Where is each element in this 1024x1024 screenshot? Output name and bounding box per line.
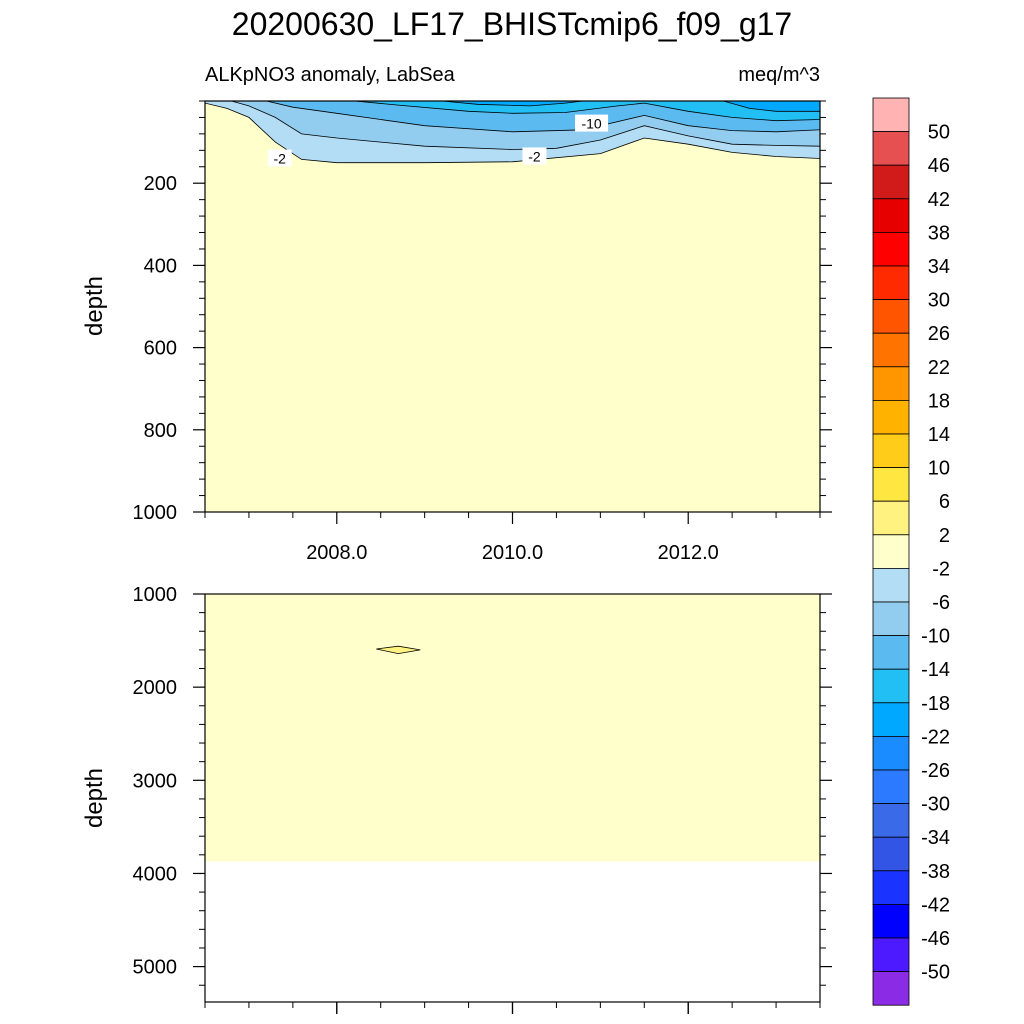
colorbar-swatch [872, 971, 910, 1006]
colorbar-label: 46 [928, 155, 950, 177]
colorbar-label: 26 [928, 323, 950, 345]
colorbar-label: -46 [921, 928, 950, 950]
colorbar-swatch [872, 97, 910, 132]
contour-label: -10 [581, 116, 601, 132]
colorbar-swatch [872, 702, 910, 737]
plot-background-fill [205, 101, 820, 512]
colorbar-legend: 50 46 42 38 34 30 26 22 18 14 10 6 2 -2 -6 -10 -14 -18 -22… [872, 97, 950, 1006]
colorbar-swatch [872, 467, 910, 502]
colorbar-swatch [872, 299, 910, 334]
colorbar-label: 2 [939, 525, 950, 547]
colorbar-label: 22 [928, 357, 950, 379]
contour-label-box [522, 147, 547, 165]
colorbar-label: -50 [921, 962, 950, 984]
colorbar-swatch [872, 534, 910, 569]
upper-depth-time-panel: ALKpNO3 anomaly, LabSea meq/m^3 -10 -2 -2 2… [81, 64, 832, 564]
colorbar-swatch [872, 736, 910, 771]
colorbar-label: -42 [921, 894, 950, 916]
upper-panel-subtitle-left: ALKpNO3 anomaly, LabSea [205, 64, 456, 86]
colorbar-label: -6 [932, 592, 950, 614]
y-tick-label: 5000 [133, 957, 178, 979]
colorbar-label: -2 [932, 558, 950, 580]
plot-background-fill [205, 594, 820, 862]
colorbar-swatch [872, 399, 910, 435]
colorbar-swatch [872, 904, 910, 939]
colorbar-swatch [872, 635, 910, 670]
colorbar-swatch [872, 836, 910, 872]
y-tick-label: 1000 [133, 584, 178, 606]
colorbar-swatch [872, 198, 910, 233]
y-tick-label: 4000 [133, 863, 178, 885]
y-tick-label: 600 [144, 338, 177, 360]
y-tick-label: 800 [144, 420, 177, 442]
y-axis-label: depth [81, 768, 108, 828]
y-tick-label: 200 [144, 173, 177, 195]
contour-label: -2 [273, 151, 286, 167]
colorbar-swatch [872, 231, 910, 267]
colorbar-swatch [872, 500, 910, 536]
x-tick-label: 2012.0 [658, 542, 719, 564]
colorbar-label: -14 [921, 659, 950, 681]
colorbar-swatch [872, 433, 910, 468]
colorbar-label: 6 [939, 491, 950, 513]
colorbar-swatch [872, 568, 910, 603]
x-tick-label: 2010.0 [482, 542, 543, 564]
colorbar-label: 42 [928, 189, 950, 211]
colorbar-swatch [872, 131, 910, 166]
colorbar-swatch [872, 803, 910, 838]
colorbar-swatch [872, 870, 910, 905]
colorbar-swatch [872, 164, 910, 200]
colorbar-label: 14 [928, 424, 950, 446]
colorbar-label: -18 [921, 693, 950, 715]
colorbar-label: -38 [921, 861, 950, 883]
colorbar-swatch [872, 366, 910, 401]
contour-fill-region [376, 645, 421, 655]
colorbar-label: -30 [921, 794, 950, 816]
colorbar-swatch [872, 265, 910, 300]
colorbar-swatch [872, 769, 910, 804]
colorbar-label: -10 [921, 626, 950, 648]
colorbar-label: -22 [921, 726, 950, 748]
y-tick-label: 400 [144, 255, 177, 277]
colorbar-label: -34 [921, 827, 950, 849]
colorbar-swatch [872, 332, 910, 368]
colorbar-label: -26 [921, 760, 950, 782]
colorbar-swatch [872, 668, 910, 704]
contour-label-box [575, 114, 609, 132]
colorbar-swatch [872, 601, 910, 636]
colorbar-label: 18 [928, 390, 950, 412]
colorbar-label: 38 [928, 222, 950, 244]
contour-label: -2 [528, 148, 541, 164]
y-tick-label: 1000 [133, 502, 178, 524]
upper-panel-units: meq/m^3 [738, 64, 820, 86]
y-axis-label: depth [81, 276, 108, 336]
colorbar-label: 10 [928, 458, 950, 480]
y-tick-label: 2000 [133, 677, 178, 699]
x-tick-label: 2008.0 [306, 542, 367, 564]
lower-depth-time-panel: 1000 2000 3000 4000 5000 depth [81, 584, 832, 1014]
colorbar-label: 30 [928, 290, 950, 312]
colorbar-label: 34 [928, 256, 950, 278]
figure-title: 20200630_LF17_BHISTcmip6_f09_g17 [232, 6, 792, 42]
colorbar-swatch [872, 937, 910, 972]
y-tick-label: 3000 [133, 770, 178, 792]
colorbar-label: 50 [928, 122, 950, 144]
contour-label-box [267, 149, 292, 167]
